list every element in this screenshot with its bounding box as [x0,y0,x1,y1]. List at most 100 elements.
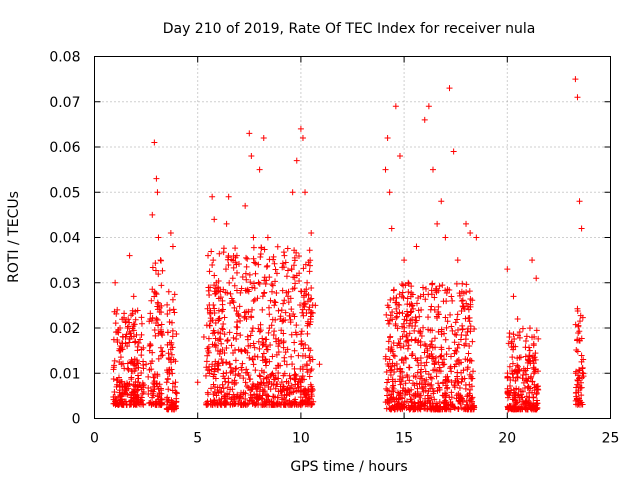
data-point [283,361,290,368]
data-point [228,256,235,263]
data-point [285,299,292,306]
data-point [232,245,239,252]
data-point [256,394,263,401]
data-point [203,322,210,329]
data-point [448,379,455,386]
data-point [133,331,140,338]
data-point [281,370,288,377]
data-point [209,193,216,200]
data-point [470,402,477,409]
data-point [270,331,277,338]
data-point [249,356,256,363]
data-point [455,405,462,412]
data-point [132,383,139,390]
data-point [158,302,165,309]
data-point [138,346,145,353]
data-point [424,392,431,399]
data-point [138,320,145,327]
data-point [237,289,244,296]
data-point [163,379,170,386]
data-point [126,328,133,335]
data-point [256,345,263,352]
data-point [307,358,314,365]
data-point [170,306,177,313]
data-point [207,398,214,405]
data-point [514,406,521,413]
data-point [413,317,420,324]
data-point [158,396,165,403]
data-point [215,360,222,367]
data-point [250,244,257,251]
data-point [213,279,220,286]
data-point [298,331,305,338]
data-point [473,234,480,241]
data-point [402,282,409,289]
data-point [573,346,580,353]
data-point [215,307,222,314]
data-point [516,329,523,336]
data-point [427,405,434,412]
data-point [246,130,253,137]
data-point [416,381,423,388]
data-point [257,373,264,380]
data-point [212,358,219,365]
data-point [512,377,519,384]
data-point [457,392,464,399]
data-point [386,356,393,363]
data-point [278,379,285,386]
data-point [281,252,288,259]
data-point [579,369,586,376]
data-point [532,366,539,373]
data-point [243,366,250,373]
data-point [405,342,412,349]
data-point [444,373,451,380]
data-point [426,343,433,350]
data-point [293,272,300,279]
data-point [384,396,391,403]
data-point [280,383,287,390]
data-point [391,402,398,409]
data-point [125,385,132,392]
data-point [230,264,237,271]
data-point [301,300,308,307]
data-point [143,361,150,368]
data-point [396,376,403,383]
y-tick-label: 0.07 [49,95,80,111]
data-point [216,384,223,391]
data-point [305,388,312,395]
data-point [118,361,125,368]
data-point [436,386,443,393]
data-point [509,368,516,375]
data-point [168,351,175,358]
data-point [128,312,135,319]
data-point [432,354,439,361]
data-point [263,374,270,381]
data-point [151,288,158,295]
data-point [241,309,248,316]
data-point [406,377,413,384]
data-point [149,358,156,365]
data-point [165,367,172,374]
data-point [272,299,279,306]
data-point [298,288,305,295]
data-point [240,375,247,382]
data-point [464,328,471,335]
data-point [242,313,249,320]
data-point [121,314,128,321]
data-point [425,326,432,333]
data-point [306,353,313,360]
data-point [148,297,155,304]
data-point [307,347,314,354]
data-point [409,350,416,357]
data-point [511,335,518,342]
data-point [463,300,470,307]
data-point [204,305,211,312]
data-point [212,320,219,327]
data-point [218,340,225,347]
data-point [124,391,131,398]
data-point [269,316,276,323]
data-point [247,332,254,339]
data-point [300,388,307,395]
data-point [128,397,135,404]
data-point [270,401,277,408]
